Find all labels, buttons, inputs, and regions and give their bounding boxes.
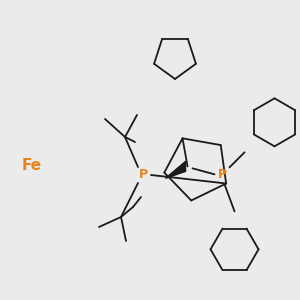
Text: P: P xyxy=(218,168,227,181)
Text: P: P xyxy=(138,169,148,182)
Polygon shape xyxy=(166,161,185,178)
Text: Fe: Fe xyxy=(22,158,42,172)
